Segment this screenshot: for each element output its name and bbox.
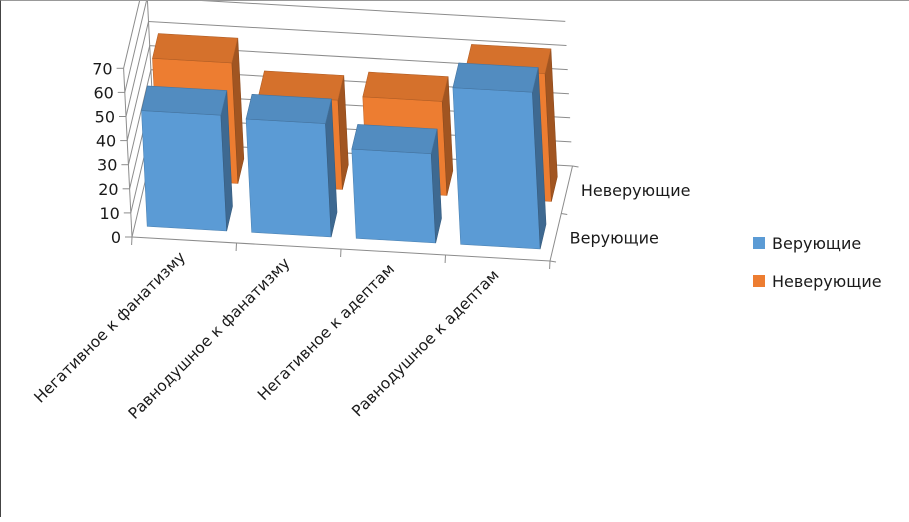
y-tick-label: 40 — [96, 132, 116, 151]
bar-top-face — [153, 34, 238, 63]
y-tick-label: 10 — [99, 204, 119, 223]
y-tick-label: 50 — [95, 108, 115, 127]
legend-swatch — [753, 275, 765, 287]
y-tick-label: 0 — [111, 228, 121, 247]
bar-front-face — [453, 88, 540, 249]
z-tick-mark — [573, 166, 579, 167]
y-axis-line — [124, 68, 132, 237]
legend-label: Верующие — [772, 234, 861, 253]
legend-swatch — [753, 237, 765, 249]
legend-label: Неверующие — [772, 272, 882, 291]
bar-top-face — [142, 86, 227, 115]
bar-front-face — [246, 119, 331, 237]
y-tick-label: 60 — [93, 83, 113, 102]
z-tick-mark — [550, 261, 556, 262]
bar-top-face — [352, 124, 437, 153]
y-tick-label: 30 — [97, 156, 117, 175]
z-tick-mark — [561, 214, 567, 215]
depth-label: Неверующие — [581, 181, 691, 200]
y-tick-label: 70 — [92, 59, 112, 78]
bar-top-face — [453, 63, 538, 92]
bar-front-face — [352, 149, 436, 243]
legend: Верующие Неверующие — [753, 234, 882, 291]
bar — [142, 86, 233, 231]
bar — [246, 94, 337, 237]
depth-label: Верующие — [570, 228, 659, 247]
bar — [453, 63, 546, 249]
bar-top-face — [246, 94, 331, 123]
bar-top-face — [363, 72, 448, 101]
bar — [352, 124, 442, 242]
y-tick-label: 20 — [98, 180, 118, 199]
bars — [142, 34, 558, 249]
bar-front-face — [142, 111, 227, 231]
depth-labels: Неверующие Верующие — [570, 181, 691, 248]
